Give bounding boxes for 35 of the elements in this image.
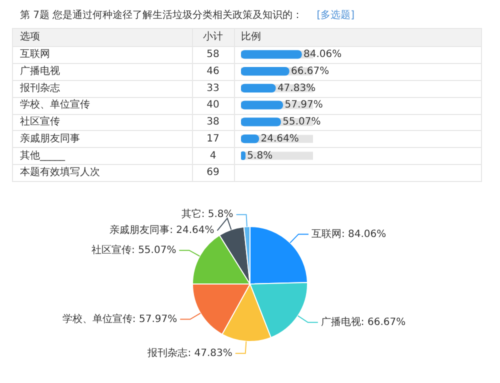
data-label: 55.07% [282,116,321,128]
y-tick-label: 学校、单位宣传 [20,98,90,111]
data-label: 57.97% [284,100,323,111]
data-label: 5.8% [247,150,273,162]
y-tick-label: 报刊杂志 [19,82,60,94]
slice-label: 社区宣传: 55.07% [92,244,176,256]
y-tick-label: 社区宣传 [20,116,60,128]
y-tick-label: 本题有效填写人次 [20,166,100,178]
text: 38 [206,116,220,128]
text: [多选题] [316,10,355,21]
slice-label: 亲戚朋友同事: 24.64% [110,224,214,236]
y-axis-title: 选项 [20,30,40,43]
text: 4 [210,150,216,162]
x-axis-title: 比例 [241,30,261,43]
text: 40 [206,100,220,111]
slice-label: 其它: 5.8% [181,208,234,220]
text: 69 [206,167,220,178]
chart-title: 第 7题 您是通过何种途径了解生活垃圾分类相关政策及知识的： [20,10,303,21]
text: 小计 [203,30,223,43]
slice-label: 学校、单位宣传: 57.97% [62,312,178,325]
data-label: 24.64% [260,133,299,144]
text: 17 [206,133,220,144]
text: 58 [206,49,220,60]
data-label: 84.06% [304,49,342,60]
data-label: 47.83% [277,82,316,94]
data-label: 66.67% [291,66,330,77]
y-tick-label: 其他_____ [20,149,66,162]
y-tick-label: 亲戚朋友同事 [20,132,80,144]
slice-label: 广播电视: 66.67% [320,316,406,328]
slice-label: 报刊杂志: 47.83% [146,346,232,359]
y-tick-label: 广播电视 [20,64,60,77]
slice-label: 互联网: 84.06% [311,228,386,240]
y-tick-label: 互联网 [20,48,50,60]
text: 33 [206,82,220,94]
text: 46 [206,66,220,77]
